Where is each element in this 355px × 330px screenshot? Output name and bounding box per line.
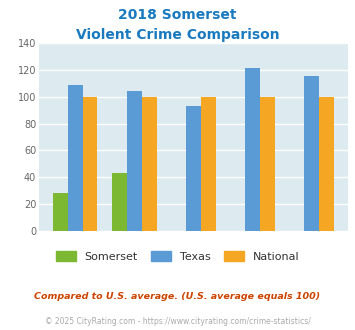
Bar [83, 97, 97, 231]
Bar [53, 193, 68, 231]
Bar [304, 77, 319, 231]
Bar [260, 97, 275, 231]
Bar [112, 173, 127, 231]
Text: © 2025 CityRating.com - https://www.cityrating.com/crime-statistics/: © 2025 CityRating.com - https://www.city… [45, 317, 310, 326]
Legend: Somerset, Texas, National: Somerset, Texas, National [52, 248, 303, 266]
Bar [142, 97, 157, 231]
Bar [201, 97, 215, 231]
Bar [127, 91, 142, 231]
Text: Compared to U.S. average. (U.S. average equals 100): Compared to U.S. average. (U.S. average … [34, 292, 321, 301]
Bar [245, 68, 260, 231]
Text: 2018 Somerset: 2018 Somerset [118, 8, 237, 22]
Bar [186, 106, 201, 231]
Text: Violent Crime Comparison: Violent Crime Comparison [76, 28, 279, 42]
Bar [319, 97, 334, 231]
Bar [68, 84, 83, 231]
